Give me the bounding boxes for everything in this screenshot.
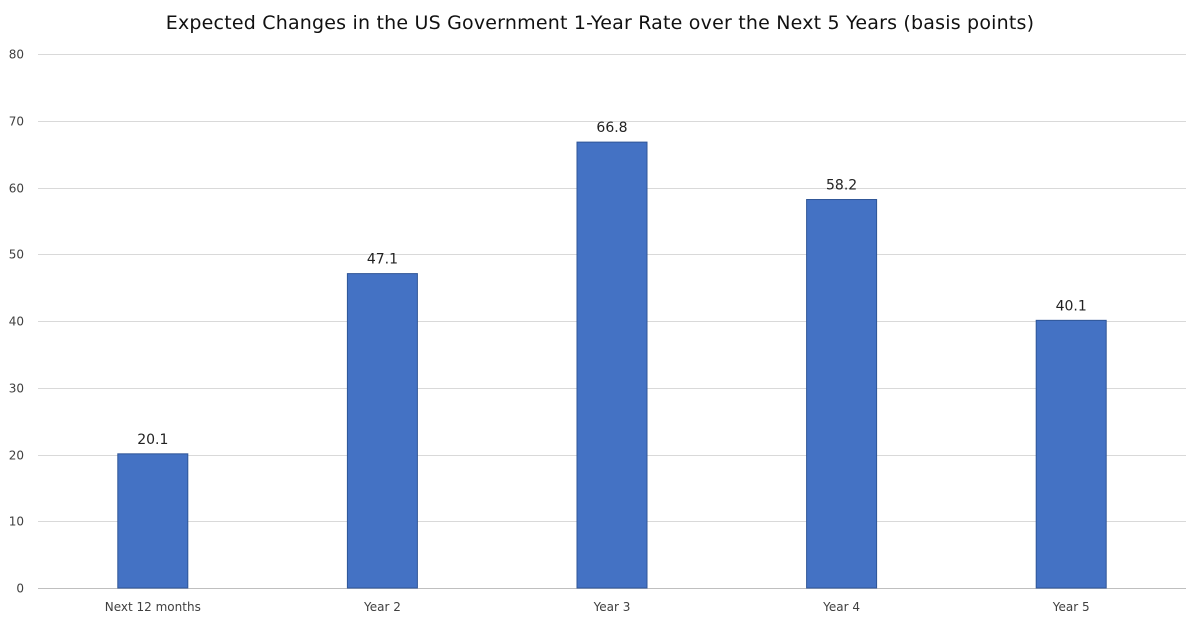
chart-title: Expected Changes in the US Government 1-… xyxy=(165,12,1035,34)
y-tick-label: 50 xyxy=(9,248,24,262)
y-tick-label: 70 xyxy=(9,115,24,129)
data-label: 66.8 xyxy=(596,120,627,136)
y-tick-label: 60 xyxy=(9,182,24,196)
y-tick-label: 10 xyxy=(9,515,24,529)
bar xyxy=(576,141,648,589)
data-label: 47.1 xyxy=(367,252,398,268)
bars xyxy=(117,141,1107,589)
x-tick-label: Year 5 xyxy=(1052,600,1090,614)
data-label: 20.1 xyxy=(137,432,168,448)
bar xyxy=(346,273,418,589)
y-tick-label: 0 xyxy=(16,582,24,596)
bar xyxy=(1035,319,1107,589)
y-tick-label: 40 xyxy=(9,315,24,329)
x-tick-label: Year 4 xyxy=(822,600,860,614)
bar xyxy=(806,199,878,589)
y-tick-label: 30 xyxy=(9,382,24,396)
x-tick-label: Year 3 xyxy=(593,600,631,614)
x-tick-label: Year 2 xyxy=(363,600,401,614)
data-labels: 20.1 47.1 66.8 58.2 40.1 xyxy=(137,120,1087,448)
y-tick-label: 20 xyxy=(9,449,24,463)
y-tick-label: 80 xyxy=(9,48,24,62)
data-label: 40.1 xyxy=(1056,298,1087,314)
x-axis-ticks: Next 12 months Year 2 Year 3 Year 4 Year 5 xyxy=(105,600,1090,614)
y-axis-ticks: 0 10 20 30 40 50 60 70 80 xyxy=(9,48,24,596)
x-tick-label: Next 12 months xyxy=(105,600,201,614)
data-label: 58.2 xyxy=(826,178,857,194)
bar xyxy=(117,453,189,589)
